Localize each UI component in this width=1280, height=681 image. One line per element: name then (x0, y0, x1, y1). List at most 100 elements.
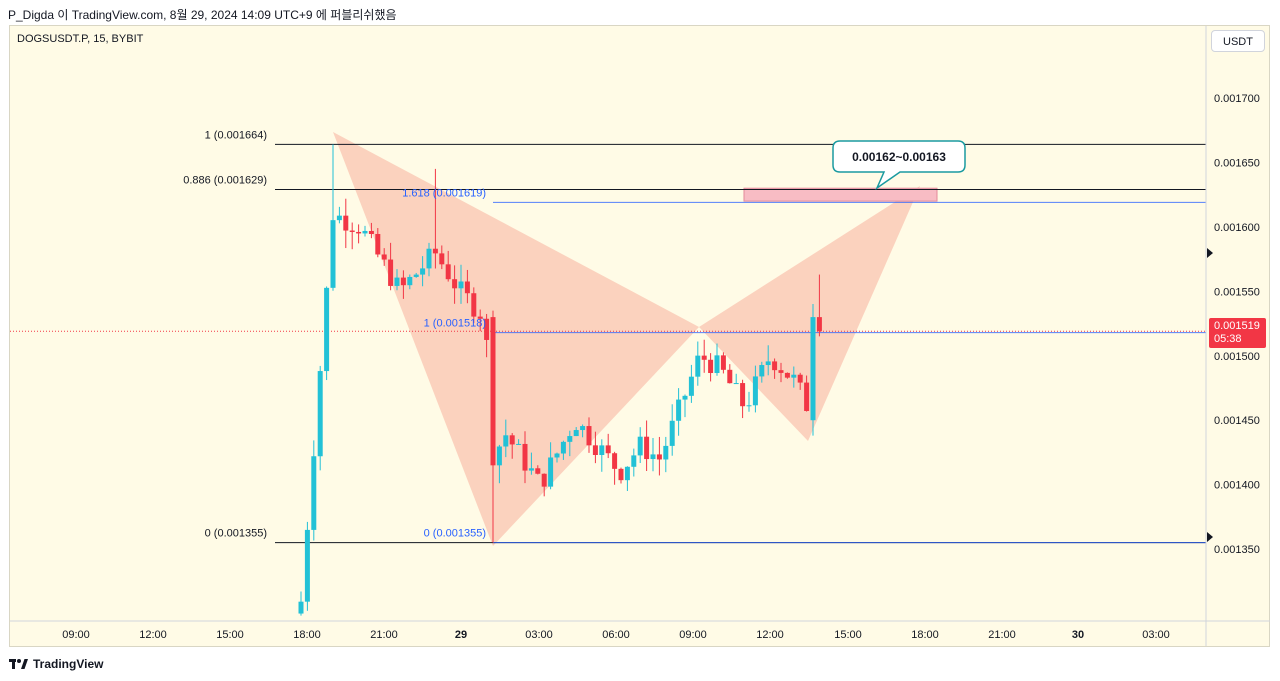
candle (528, 452, 534, 475)
candle-body (484, 318, 490, 340)
candle-body (528, 468, 534, 471)
candle-body (413, 274, 419, 277)
candle-body (727, 369, 733, 384)
ext-level-label: 0 (0.001355) (424, 528, 486, 540)
candle-body (535, 468, 541, 474)
candle-body (810, 317, 816, 421)
candle-body (624, 466, 630, 481)
candle-body (368, 230, 374, 234)
candle-body (663, 445, 669, 460)
x-tick-label: 21:00 (370, 629, 398, 641)
candle-body (490, 317, 496, 466)
target-zone-label: 0.00162~0.00163 (852, 150, 946, 164)
candle-body (701, 355, 707, 360)
candle-body (304, 529, 310, 602)
candle (554, 452, 560, 463)
fib-level-label: 0 (0.001355) (205, 528, 267, 540)
candle-body (599, 445, 605, 455)
y-tick-label: 0.001500 (1214, 351, 1260, 363)
candle-body (682, 395, 688, 400)
candle-body (509, 435, 515, 445)
candle-body (772, 361, 778, 371)
tradingview-logo-icon (9, 659, 28, 669)
y-tick-label: 0.001400 (1214, 480, 1260, 492)
candle (407, 274, 413, 290)
last-price-tag: 0.001519 05:38 (1209, 318, 1266, 348)
last-price: 0.001519 (1214, 320, 1260, 332)
x-tick-label: 15:00 (216, 629, 244, 641)
candle (669, 404, 675, 456)
candle (324, 286, 330, 381)
candle (490, 310, 496, 543)
x-tick-label: 15:00 (834, 629, 862, 641)
candle-body (631, 455, 637, 467)
candle (637, 427, 643, 464)
candle-body (688, 376, 694, 396)
candle-body (298, 601, 304, 614)
candle (356, 224, 362, 244)
candle-body (330, 220, 336, 288)
candle-body (432, 248, 438, 254)
candle-body (784, 372, 790, 378)
candle-body (381, 254, 387, 260)
x-tick-label: 18:00 (293, 629, 321, 641)
currency-button[interactable]: USDT (1211, 30, 1265, 52)
candle-body (375, 233, 381, 255)
candle (797, 372, 803, 390)
candle (381, 248, 387, 266)
candle-body (388, 259, 394, 286)
candle (599, 439, 605, 472)
candle-body (426, 248, 432, 269)
candle (343, 198, 349, 249)
candle-body (644, 436, 650, 460)
candle-body (740, 383, 746, 407)
candle-body (708, 359, 714, 374)
candle (695, 341, 701, 386)
x-tick-label: 09:00 (62, 629, 90, 641)
candle (746, 391, 752, 412)
candle-body (311, 456, 317, 530)
candle-body (548, 457, 554, 487)
price-axis: 0.001700 0.001650 0.001600 0.001550 0.001500… (1205, 26, 1260, 646)
candle (656, 436, 662, 476)
candle (560, 440, 566, 460)
candle (336, 206, 342, 224)
candle (765, 345, 771, 376)
candle (650, 438, 656, 472)
candle-body (362, 230, 368, 234)
x-tick-label: 12:00 (139, 629, 167, 641)
candle-body (605, 445, 611, 454)
y-tick-label: 0.001450 (1214, 415, 1260, 427)
candle-body (637, 436, 643, 456)
candle (624, 466, 630, 491)
candle (605, 433, 611, 459)
candle (676, 388, 682, 436)
candle (688, 364, 694, 403)
candle-body (349, 230, 355, 232)
symbol-label: DOGSUSDT.P, 15, BYBIT (17, 33, 144, 45)
candle (464, 269, 470, 304)
candle-body (586, 426, 592, 446)
candle (586, 417, 592, 453)
publish-info: P_Digda 이 TradingView.com, 8월 29, 2024 1… (8, 8, 397, 22)
candle (298, 591, 304, 616)
candle (509, 433, 515, 459)
footer-brand[interactable]: TradingView (9, 657, 103, 671)
candle (701, 339, 707, 373)
candle (816, 274, 822, 337)
candle-body (503, 435, 509, 447)
time-axis: 09:00 12:00 15:00 18:00 21:00 29 03:00 06:00 09:… (10, 620, 1270, 641)
candle (644, 420, 650, 472)
candle (580, 424, 586, 438)
candle (484, 313, 490, 358)
candle (413, 272, 419, 278)
candle (759, 361, 765, 383)
candle (663, 436, 669, 473)
candle-body (317, 371, 323, 457)
y-tick-label: 0.001650 (1214, 157, 1260, 169)
axis-marker-icon (1207, 532, 1213, 542)
candle (432, 168, 438, 269)
candle (778, 362, 784, 383)
level-lines (10, 143, 1206, 544)
